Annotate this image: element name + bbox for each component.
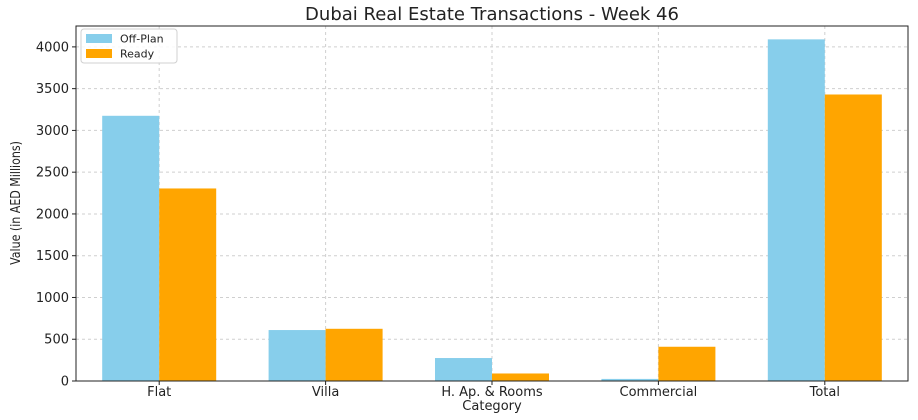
bar-off-plan: [102, 115, 160, 381]
y-axis: 0 500 1000 1500 2000 2500 3000 3500 4000: [36, 40, 76, 390]
y-tick-label: 3500: [36, 82, 69, 97]
bar-off-plan: [601, 378, 659, 381]
x-tick-label: Flat: [147, 385, 171, 400]
y-tick-label: 1000: [36, 291, 69, 306]
x-tick-label: Villa: [312, 385, 339, 400]
y-tick-label: 2500: [36, 166, 69, 181]
y-tick-label: 1500: [36, 249, 69, 264]
bar-ready: [658, 346, 716, 381]
legend-swatch: [86, 49, 112, 58]
bars-layer: [102, 39, 882, 382]
y-tick-label: 4000: [36, 40, 69, 55]
y-tick-label: 3000: [36, 124, 69, 139]
bar-ready: [159, 188, 217, 381]
x-tick-label: H. Ap. & Rooms: [441, 385, 543, 400]
bar-off-plan: [435, 358, 492, 381]
bar-off-plan: [767, 39, 825, 381]
legend-swatch: [86, 34, 112, 43]
chart-title: Dubai Real Estate Transactions - Week 46: [305, 4, 679, 25]
x-tick-label: Total: [809, 385, 840, 400]
y-tick-label: 0: [61, 375, 69, 390]
y-tick-label: 500: [44, 333, 69, 348]
x-axis-label: Category: [462, 399, 522, 414]
legend-label: Ready: [120, 48, 155, 61]
bar-ready: [492, 373, 549, 381]
legend-label: Off-Plan: [120, 33, 164, 46]
x-axis: Flat Villa H. Ap. & Rooms Commercial Total: [147, 381, 840, 400]
bar-ready: [824, 94, 882, 382]
bar-ready: [325, 328, 383, 381]
legend: Off-Plan Ready: [80, 28, 178, 64]
y-axis-label: Value (in AED Millions): [8, 141, 23, 265]
bar-off-plan: [268, 330, 326, 381]
x-tick-label: Commercial: [620, 385, 698, 400]
y-tick-label: 2000: [36, 207, 69, 222]
